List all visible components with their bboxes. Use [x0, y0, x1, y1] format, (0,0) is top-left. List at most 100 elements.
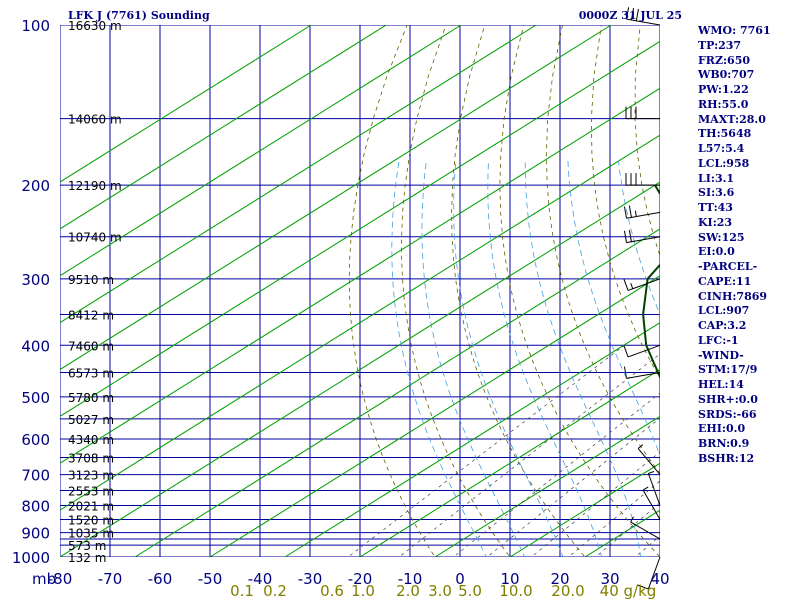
isotherms [60, 25, 660, 557]
isotherm-line [60, 134, 660, 511]
index-row: HEL:14 [698, 378, 744, 391]
index-row: EHI:0.0 [698, 422, 746, 436]
mixing-ratio-label: 0.1 [230, 582, 254, 600]
height-label: 10740 m [68, 231, 122, 245]
height-label: 5780 m [68, 391, 114, 405]
wind-barb-staff [626, 211, 661, 219]
wind-barb-flag [623, 230, 628, 243]
height-label: 3123 m [68, 469, 114, 483]
index-row: SW:125 [698, 230, 745, 244]
index-row: LFC:-1 [698, 333, 739, 347]
index-row: LCL:958 [698, 156, 750, 170]
isotherm-line [359, 368, 660, 557]
wind-barb-flag [623, 366, 628, 379]
index-row: LI:3.1 [698, 171, 735, 185]
isotherm-line [509, 462, 660, 557]
height-label: 3708 m [68, 451, 114, 465]
isotherm-line [60, 25, 612, 371]
pressure-tick-label: 400 [21, 337, 50, 355]
isotherm-line [60, 87, 660, 464]
wind-barb-flag [623, 345, 629, 358]
isotherm-line [60, 25, 537, 324]
index-row: TP:237 [698, 38, 742, 52]
mixing-ratio-label: 5.0 [458, 582, 482, 600]
temperature-tick-label: 20 [550, 570, 569, 588]
pressure-tick-label: 900 [21, 525, 50, 543]
chart-title: LFK J (7761) Sounding [68, 9, 210, 22]
isotherm-line [60, 40, 660, 417]
moist-adiabat [421, 160, 526, 557]
moist-adiabat [391, 160, 487, 557]
temperature-tick-label: -80 [48, 570, 73, 588]
index-row: RH:55.0 [698, 97, 749, 111]
mixing-ratio-line [567, 480, 660, 557]
moist-adiabat [487, 160, 603, 557]
wind-barb [637, 444, 661, 475]
height-label: 132 m [68, 551, 106, 565]
mixing-ratio-lines [347, 345, 660, 557]
profile-lines [642, 184, 660, 380]
pressure-tick-label: 500 [21, 389, 50, 407]
wind-barb [625, 106, 660, 120]
height-label: 1035 m [68, 527, 114, 541]
mixing-ratio-label: 0.2 [263, 582, 287, 600]
wind-barb-flag [623, 206, 628, 219]
wind-barb-staff [627, 344, 661, 358]
moist-adiabat [524, 160, 642, 557]
index-row: STM:17/9 [698, 363, 758, 377]
pressure-tick-label: 600 [21, 431, 50, 449]
wind-barb-staff [647, 556, 661, 590]
pressure-tick-label: 1000 [12, 549, 50, 567]
height-label: 5027 m [68, 413, 114, 427]
axis-unit-label: mb [32, 570, 56, 588]
dry-adiabats [348, 25, 660, 557]
wind-barb-half-flag [648, 470, 655, 474]
dry-adiabat [499, 25, 660, 557]
index-row: WB0:707 [698, 68, 755, 82]
wind-barb-flag [626, 7, 630, 20]
isotherm-line [134, 228, 660, 557]
wind-barb-half-flag [642, 486, 649, 491]
height-label: 573 m [68, 539, 106, 553]
temperature-tick-label: 0 [455, 570, 465, 588]
wind-barb-half-flag [634, 210, 637, 217]
height-label: 12190 m [68, 179, 122, 193]
height-label: 1520 m [68, 513, 114, 527]
index-row: BRN:0.9 [698, 437, 750, 450]
wind-barb-staff [642, 489, 661, 520]
sounding-indices-panel: WMO: 7761 TP:237 FRZ:650 WB0:707 PW:1.22 RH:5… [698, 24, 771, 467]
mixing-ratio-label: 0.6 [320, 582, 344, 600]
temperature-tick-label: -60 [148, 570, 173, 588]
wind-barb-flag [628, 229, 632, 242]
index-row: BSHR:12 [698, 451, 755, 465]
dry-adiabat [451, 25, 586, 557]
wind-barb-staff [626, 18, 661, 26]
temperature-tick-label: 10 [500, 570, 519, 588]
moist-adiabat [618, 160, 660, 316]
index-row: TH:5648 [698, 127, 752, 141]
temperature-tick-label: -70 [98, 570, 123, 588]
index-row: SHR+:0.0 [698, 392, 758, 406]
wind-barb-flag [635, 8, 639, 21]
wind-barb-flag [630, 8, 635, 21]
pressure-tick-label: 200 [21, 177, 50, 195]
index-row: PW:1.22 [698, 83, 749, 96]
profile-line-3 [642, 184, 660, 380]
wind-barb-staff [647, 473, 661, 506]
isotherm-line [60, 25, 387, 230]
temperature-tick-label: -20 [348, 570, 373, 588]
mixing-ratio-label: 3.0 [428, 582, 452, 600]
mixing-ratio-line [530, 451, 660, 557]
index-row: EI:0.0 [698, 245, 735, 259]
pressure-tick-label: 100 [21, 17, 50, 35]
wind-barb [623, 205, 661, 219]
height-label: 6573 m [68, 367, 114, 381]
wind-barb-half-flag [637, 444, 644, 449]
wind-barb [623, 229, 661, 244]
index-row: CINH:7869 [698, 289, 768, 303]
height-label: 14060 m [68, 113, 122, 127]
isotherm-line [60, 25, 312, 183]
height-label: 7460 m [68, 339, 114, 353]
dry-adiabat [401, 25, 511, 557]
